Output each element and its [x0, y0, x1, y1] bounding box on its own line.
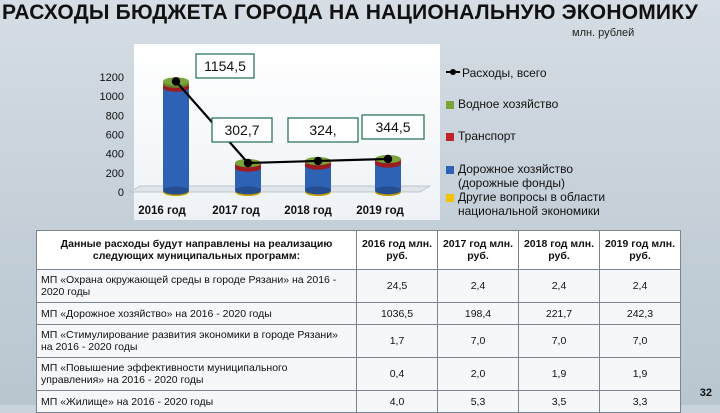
y-tick-label: 600: [106, 130, 124, 142]
table-row: МП «Жилище» на 2016 - 2020 годы 4,0 5,3 …: [37, 391, 681, 413]
x-tick-label: 2016 год: [138, 205, 186, 217]
legend-item-water: Водное хозяйство: [446, 97, 558, 111]
table-cell-program: МП «Охрана окружающей среды в городе Ряз…: [37, 270, 357, 303]
table-cell-value: 3,5: [519, 391, 600, 413]
total-point: [172, 77, 180, 85]
table-header-2017: 2017 год млн. руб.: [438, 231, 519, 270]
legend-label-water: Водное хозяйство: [458, 97, 558, 111]
data-label: 1154,5: [204, 58, 246, 74]
legend-item-other: Другие вопросы в области национальной эк…: [446, 190, 636, 218]
table-cell-value: 2,4: [519, 270, 600, 303]
table-cell-program: МП «Жилище» на 2016 - 2020 годы: [37, 391, 357, 413]
page-number: 32: [700, 387, 712, 399]
y-tick-label: 800: [106, 110, 124, 122]
table-cell-value: 1036,5: [357, 303, 438, 325]
data-label: 302,7: [224, 122, 259, 138]
y-tick-label: 400: [106, 149, 124, 161]
total-point: [244, 159, 252, 167]
table-cell-value: 198,4: [438, 303, 519, 325]
table-cell-value: 3,3: [600, 391, 681, 413]
table-header-2018: 2018 год млн. руб.: [519, 231, 600, 270]
bar-roads-segment-edge: [235, 186, 261, 194]
table-cell-value: 1,9: [600, 358, 681, 391]
x-tick-label: 2019 год: [356, 205, 404, 217]
data-label: 344,5: [375, 119, 410, 135]
legend-swatch-roads: [446, 166, 454, 174]
table-row: МП «Дорожное хозяйство» на 2016 - 2020 г…: [37, 303, 681, 325]
table-row: МП «Повышение эффективности муниципально…: [37, 358, 681, 391]
table-header-2019: 2019 год млн. руб.: [600, 231, 681, 270]
y-tick-label: 1000: [100, 91, 124, 103]
table-cell-value: 7,0: [519, 325, 600, 358]
legend-swatch-transport: [446, 133, 454, 141]
table-cell-value: 5,3: [438, 391, 519, 413]
y-tick-label: 1200: [100, 72, 124, 84]
data-label: 324,: [309, 122, 336, 138]
total-point: [314, 157, 322, 165]
bar-roads-segment-edge: [305, 186, 331, 194]
table-cell-value: 2,0: [438, 358, 519, 391]
table-cell-value: 221,7: [519, 303, 600, 325]
legend-item-total: Расходы, всего: [446, 66, 547, 80]
table-cell-value: 0,4: [357, 358, 438, 391]
bar-roads-segment-edge: [375, 186, 401, 194]
bar-roads-segment: [163, 88, 189, 191]
bar-roads-segment: [375, 164, 401, 191]
legend-label-total: Расходы, всего: [462, 66, 547, 80]
legend-swatch-water: [446, 101, 454, 109]
programs-table: Данные расходы будут направлены на реали…: [36, 230, 681, 413]
legend-item-transport: Транспорт: [446, 129, 516, 143]
legend-label-other: Другие вопросы в области национальной эк…: [458, 190, 636, 218]
table-row: МП «Стимулирование развития экономики в …: [37, 325, 681, 358]
table-cell-program: МП «Повышение эффективности муниципально…: [37, 358, 357, 391]
table-header-2016: 2016 год млн. руб.: [357, 231, 438, 270]
table-header-row: Данные расходы будут направлены на реали…: [37, 231, 681, 270]
legend-swatch-other: [446, 194, 454, 202]
table-cell-value: 7,0: [438, 325, 519, 358]
table-row: МП «Охрана окружающей среды в городе Ряз…: [37, 270, 681, 303]
table-cell-value: 242,3: [600, 303, 681, 325]
x-tick-label: 2018 год: [284, 205, 332, 217]
y-tick-label: 200: [106, 168, 124, 180]
table-cell-value: 7,0: [600, 325, 681, 358]
table-cell-value: 4,0: [357, 391, 438, 413]
table-cell-value: 2,4: [600, 270, 681, 303]
table-cell-value: 1,7: [357, 325, 438, 358]
table-header-program: Данные расходы будут направлены на реали…: [37, 231, 357, 270]
table-cell-program: МП «Дорожное хозяйство» на 2016 - 2020 г…: [37, 303, 357, 325]
y-tick-label: 0: [118, 187, 124, 199]
bar-roads-segment-edge: [163, 187, 189, 195]
legend-line-marker: [446, 66, 460, 78]
x-tick-label: 2017 год: [212, 205, 260, 217]
table-cell-value: 2,4: [438, 270, 519, 303]
table-cell-value: 24,5: [357, 270, 438, 303]
table-cell-value: 1,9: [519, 358, 600, 391]
table-cell-program: МП «Стимулирование развития экономики в …: [37, 325, 357, 358]
legend-label-roads: Дорожное хозяйство (дорожные фонды): [458, 162, 626, 190]
programs-table-container: Данные расходы будут направлены на реали…: [36, 230, 680, 405]
legend-item-roads: Дорожное хозяйство (дорожные фонды): [446, 162, 626, 190]
legend-label-transport: Транспорт: [458, 129, 516, 143]
total-point: [384, 155, 392, 163]
